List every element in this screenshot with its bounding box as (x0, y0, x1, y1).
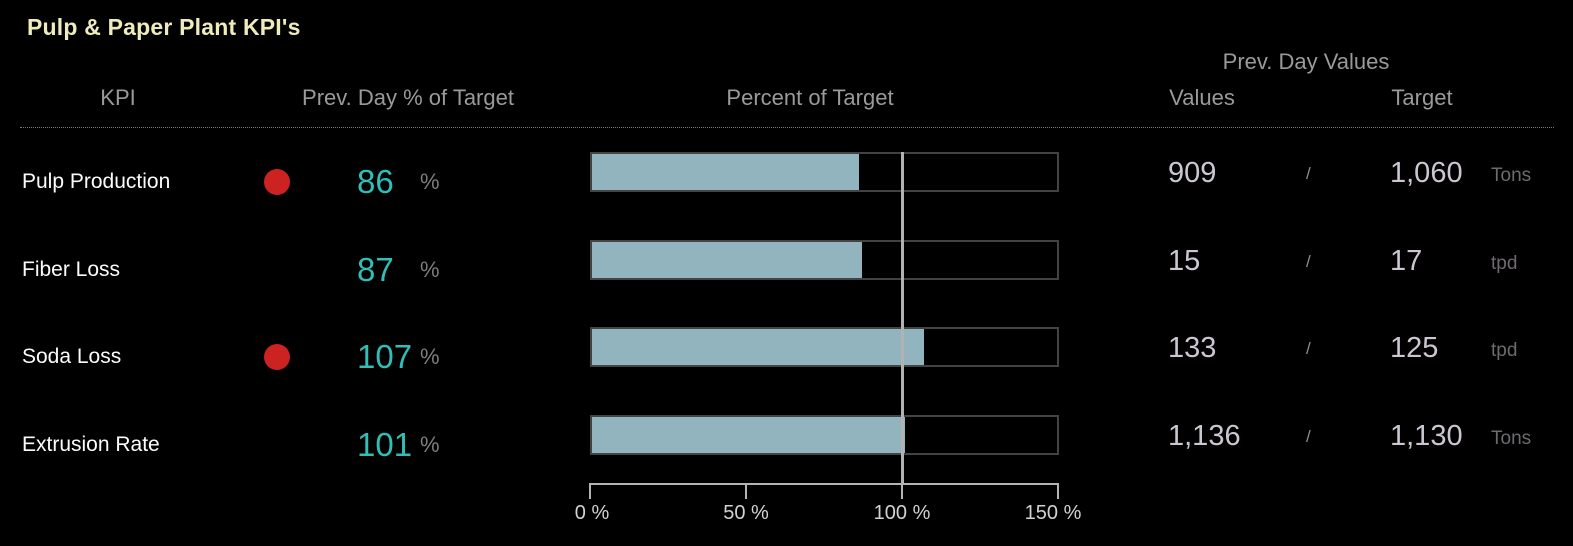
kpi-name: Pulp Production (22, 169, 171, 193)
kpi-row-soda-loss: Soda Loss 107 % 133 / 125 tpd (0, 313, 1573, 400)
unit-label: tpd (1491, 339, 1518, 361)
percent-sign: % (420, 256, 440, 282)
pct-of-target-value: 87 (357, 250, 394, 288)
target-value: 1,130 (1390, 420, 1463, 452)
alarm-cell (264, 313, 290, 400)
x-axis-tick-label: 150 % (1024, 502, 1082, 524)
x-axis-tick (1057, 483, 1059, 499)
value-separator: / (1306, 338, 1311, 358)
bullet-bar (590, 327, 1059, 367)
alarm-cell (264, 138, 290, 225)
value-separator: / (1306, 251, 1311, 271)
column-header-target: Target (1391, 85, 1453, 110)
alarm-cell (264, 401, 290, 488)
pct-of-target-value: 101 (357, 425, 413, 463)
bar-track (590, 415, 1059, 455)
kpi-name: Extrusion Rate (22, 432, 160, 456)
bullet-bar (590, 415, 1059, 455)
pct-of-target-value: 86 (357, 162, 394, 200)
value-separator: / (1306, 163, 1311, 183)
target-value: 17 (1390, 245, 1423, 277)
alarm-dot-icon (264, 168, 290, 195)
unit-label: tpd (1491, 252, 1518, 274)
bar-fill (592, 242, 862, 278)
unit-label: Tons (1491, 427, 1532, 449)
kpi-row-pulp-production: Pulp Production 86 % 909 / 1,060 Tons (0, 138, 1573, 225)
pct-of-target-value: 107 (357, 337, 413, 375)
bar-track (590, 327, 1059, 367)
prev-day-value: 133 (1168, 332, 1217, 364)
x-axis-tick (589, 483, 591, 499)
column-group-prev-day-values: Prev. Day Values (1222, 49, 1390, 74)
alarm-cell (264, 226, 290, 313)
bar-track (590, 152, 1059, 192)
x-axis-tick-label: 50 % (723, 502, 769, 524)
value-separator: / (1306, 426, 1311, 446)
prev-day-value: 15 (1168, 245, 1201, 277)
x-axis-tick (901, 483, 903, 499)
bullet-bar (590, 152, 1059, 192)
unit-label: Tons (1491, 164, 1532, 186)
percent-sign: % (420, 343, 440, 369)
target-value: 1,060 (1390, 157, 1463, 189)
column-header-percent-target: Percent of Target (726, 85, 894, 110)
kpi-row-fiber-loss: Fiber Loss 87 % 15 / 17 tpd (0, 226, 1573, 313)
prev-day-value: 909 (1168, 157, 1217, 189)
x-axis-tick (745, 483, 747, 499)
percent-sign: % (420, 168, 440, 194)
kpi-name: Fiber Loss (22, 257, 121, 281)
header-divider (20, 127, 1554, 128)
bar-fill (592, 417, 906, 453)
percent-sign: % (420, 431, 440, 457)
prev-day-value: 1,136 (1168, 420, 1241, 452)
column-header-kpi: KPI (100, 85, 136, 110)
target-value: 125 (1390, 332, 1439, 364)
reference-line-100pct (901, 152, 904, 484)
alarm-dot-icon (264, 343, 290, 370)
column-header-prev-day-pct: Prev. Day % of Target (302, 85, 514, 110)
kpi-name: Soda Loss (22, 344, 122, 368)
bar-fill (592, 154, 859, 190)
kpi-row-extrusion-rate: Extrusion Rate 101 % 1,136 / 1,130 Tons (0, 401, 1573, 488)
page-title: Pulp & Paper Plant KPI's (27, 14, 301, 40)
bullet-bar (590, 240, 1059, 280)
column-header-values: Values (1169, 85, 1235, 110)
bar-track (590, 240, 1059, 280)
bar-fill (592, 329, 924, 365)
x-axis-tick-label: 0 % (574, 502, 610, 524)
x-axis-tick-label: 100 % (873, 502, 931, 524)
x-axis-line (589, 483, 1059, 485)
